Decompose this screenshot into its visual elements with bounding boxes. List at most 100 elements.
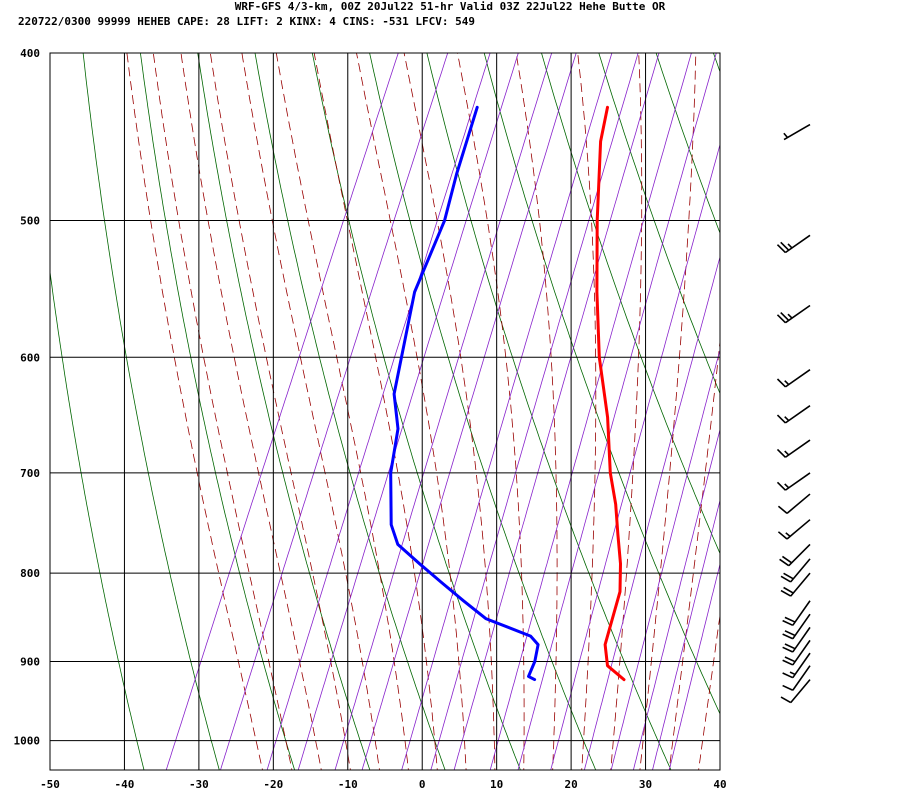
moist-adiabat: [152, 53, 293, 770]
moist-adiabat: [515, 53, 558, 770]
moist-adiabat: [668, 338, 720, 770]
barb-shaft: [792, 600, 811, 626]
mixing-ratio-line: [583, 255, 720, 770]
barb-feather: [780, 575, 792, 583]
wind-barb: [782, 600, 811, 627]
barb-feather: [784, 643, 796, 650]
moist-adiabat: [577, 53, 597, 770]
dry-adiabat: [254, 53, 446, 770]
barb-half-feather: [787, 313, 793, 319]
y-tick-label: 700: [20, 467, 40, 480]
moist-adiabat: [403, 53, 496, 770]
barb-shaft: [792, 652, 811, 679]
barb-feather: [776, 414, 786, 424]
wind-barb: [780, 679, 811, 704]
barb-feather: [780, 696, 792, 704]
barb-shaft: [784, 234, 811, 254]
temperature-line: [595, 105, 626, 682]
wind-barb: [776, 472, 811, 491]
x-tick-label: -50: [40, 778, 60, 791]
barb-half-feather: [785, 532, 791, 538]
moist-adiabat: [639, 53, 697, 770]
wind-barb: [777, 493, 811, 514]
barb-half-feather: [784, 416, 790, 422]
dry-adiabat: [139, 53, 296, 770]
mixing-ratio-line: [401, 53, 613, 770]
mixing-ratio-line: [632, 427, 720, 770]
dry-adiabat: [881, 44, 900, 778]
plot-frame: [49, 52, 721, 771]
moist-adiabat: [313, 53, 438, 770]
y-tick-label: 500: [20, 214, 40, 227]
x-tick-label: -30: [189, 778, 209, 791]
profiles: [389, 105, 626, 682]
y-tick-label: 900: [20, 656, 40, 669]
dry-adiabat: [369, 53, 597, 770]
wind-barb: [782, 613, 811, 640]
mixing-ratio-line: [430, 53, 639, 770]
dry-adiabat: [426, 53, 672, 770]
mixing-ratio-line: [517, 53, 717, 770]
moist-adiabat: [180, 53, 322, 770]
dry-adiabat: [767, 44, 900, 778]
barb-feather: [776, 244, 786, 254]
barb-feather: [784, 656, 796, 663]
x-tick-label: -40: [115, 778, 135, 791]
dry-adiabat: [712, 53, 720, 73]
barb-half-feather: [784, 483, 790, 489]
dry-adiabat: [311, 53, 521, 770]
dry-adiabat: [82, 53, 220, 770]
mixing-ratio-line: [550, 143, 720, 770]
x-tick-label: 30: [639, 778, 652, 791]
wind-barb: [780, 558, 811, 583]
barb-feather: [780, 241, 790, 251]
header-line-1: WRF-GFS 4/3-km, 00Z 20Jul22 51-hr Valid …: [235, 0, 666, 13]
wind-barb: [776, 234, 811, 254]
moist-adiabat: [457, 53, 525, 770]
header-line-2: 220722/0300 99999 HEHEB CAPE: 28 LIFT: 2…: [18, 15, 475, 28]
moist-adiabat: [275, 53, 409, 770]
mixing-ratio-line: [334, 53, 553, 770]
y-tick-label: 800: [20, 567, 40, 580]
wind-barb: [782, 639, 811, 666]
mixing-ratio-line: [489, 53, 692, 770]
y-tick-label: 1000: [14, 735, 41, 748]
x-tick-label: 0: [419, 778, 426, 791]
moist-adiabat: [727, 44, 839, 778]
barb-feather: [781, 555, 793, 564]
barb-feather: [784, 630, 796, 637]
barb-shaft: [792, 613, 811, 640]
y-tick-label: 400: [20, 47, 40, 60]
wind-barb: [780, 572, 811, 597]
barb-shaft: [784, 439, 811, 458]
barb-shaft: [783, 123, 811, 141]
dry-adiabat: [50, 268, 145, 770]
wind-barb: [776, 369, 811, 388]
barb-shaft: [784, 369, 811, 388]
barb-shaft: [784, 405, 811, 424]
barb-half-feather: [784, 450, 790, 456]
barb-feather: [776, 481, 786, 491]
barb-shaft: [792, 639, 811, 666]
barb-half-feather: [789, 671, 796, 676]
barb-half-feather: [787, 243, 793, 249]
barb-feather: [783, 572, 794, 580]
wind-barb: [776, 304, 811, 324]
wind-barb: [777, 519, 811, 540]
barb-shaft: [788, 543, 811, 567]
dry-adiabat: [483, 53, 720, 715]
barb-feather: [782, 619, 794, 627]
barb-half-feather: [784, 380, 790, 386]
barb-feather: [776, 314, 786, 324]
dewpoint-line: [389, 105, 540, 682]
wind-barb: [782, 665, 811, 691]
barb-feather: [784, 616, 796, 623]
barb-feather: [776, 378, 786, 388]
axis-ticks: -50 -40 -30 -20 -10 0 10 20 30 40 400 500 600 700 800 9…: [14, 47, 727, 791]
barb-half-feather: [783, 132, 789, 139]
barb-shaft: [790, 679, 811, 704]
wind-barb: [776, 405, 811, 424]
barb-shaft: [792, 626, 811, 653]
x-tick-label: -20: [263, 778, 283, 791]
